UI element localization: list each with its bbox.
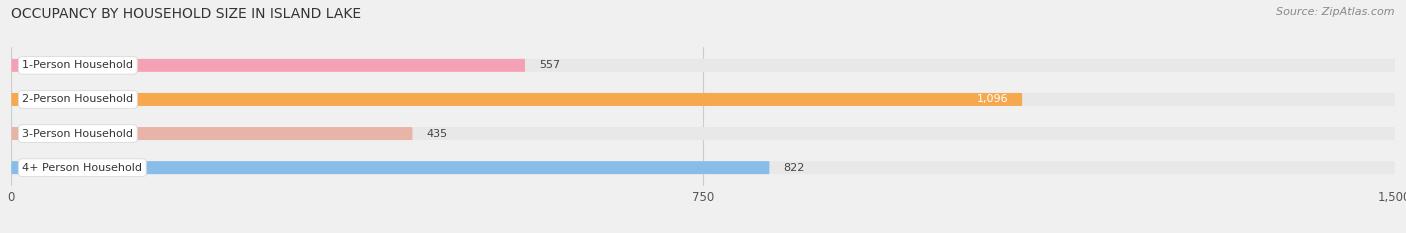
Text: 1,096: 1,096 xyxy=(977,94,1008,104)
Text: 2-Person Household: 2-Person Household xyxy=(22,94,134,104)
FancyBboxPatch shape xyxy=(11,161,769,174)
FancyBboxPatch shape xyxy=(11,93,1395,106)
Text: 557: 557 xyxy=(538,60,560,70)
FancyBboxPatch shape xyxy=(11,161,1395,174)
Text: 822: 822 xyxy=(783,163,804,173)
Text: 4+ Person Household: 4+ Person Household xyxy=(22,163,142,173)
Text: 1-Person Household: 1-Person Household xyxy=(22,60,134,70)
Text: OCCUPANCY BY HOUSEHOLD SIZE IN ISLAND LAKE: OCCUPANCY BY HOUSEHOLD SIZE IN ISLAND LA… xyxy=(11,7,361,21)
FancyBboxPatch shape xyxy=(11,93,1022,106)
FancyBboxPatch shape xyxy=(11,59,1395,72)
Text: 435: 435 xyxy=(426,129,447,139)
Text: 3-Person Household: 3-Person Household xyxy=(22,129,134,139)
FancyBboxPatch shape xyxy=(11,127,412,140)
FancyBboxPatch shape xyxy=(11,127,1395,140)
FancyBboxPatch shape xyxy=(11,59,524,72)
Text: Source: ZipAtlas.com: Source: ZipAtlas.com xyxy=(1277,7,1395,17)
